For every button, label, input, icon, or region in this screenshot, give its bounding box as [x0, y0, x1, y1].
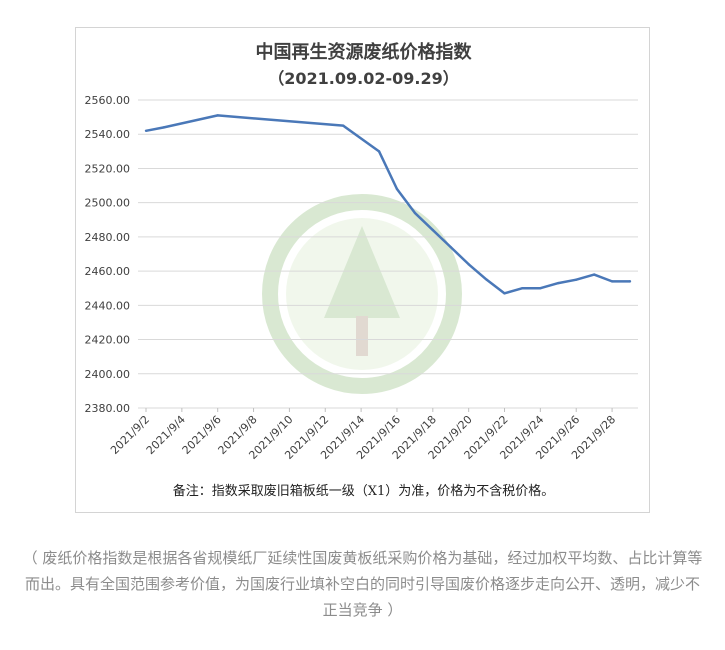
caption-text: （ 废纸价格指数是根据各省规模纸厂延续性国废黄板纸采购价格为基础，经过加权平均数… [22, 549, 703, 619]
data-point [503, 292, 506, 295]
y-tick-label: 2380.00 [85, 402, 131, 415]
series-line [145, 114, 630, 295]
y-tick-label: 2420.00 [85, 334, 131, 347]
data-point [557, 281, 560, 285]
y-tick-label: 2540.00 [85, 128, 131, 141]
data-point [144, 129, 148, 132]
chart-note: 备注：指数采取废旧箱板纸一级（X1）为准，价格为不含税价格。 [172, 484, 555, 499]
data-point [341, 124, 345, 127]
data-point [216, 114, 219, 117]
data-point [449, 245, 452, 249]
data-point [413, 211, 417, 215]
y-tick-label: 2400.00 [85, 368, 131, 381]
y-tick-label: 2480.00 [85, 231, 131, 244]
watermark-logo [262, 194, 462, 394]
data-point [162, 126, 166, 129]
data-point [485, 278, 488, 281]
y-tick-label: 2460.00 [85, 265, 131, 278]
chart-title: 中国再生资源废纸价格指数 [255, 42, 472, 63]
line-chart: 2380.00 2400.00 2420.00 2440.00 2460.00 2480.… [85, 94, 638, 462]
y-tick-label: 2440.00 [85, 299, 131, 312]
data-point [377, 150, 381, 153]
data-point [467, 263, 470, 266]
chart-frame: 中国再生资源废纸价格指数 （2021.09.02-09.29） 2380.00 2… [75, 27, 650, 513]
data-point [592, 273, 596, 276]
data-point [539, 287, 542, 290]
y-tick-label: 2520.00 [85, 162, 131, 175]
data-point [431, 228, 435, 232]
data-point [575, 278, 578, 281]
data-point [521, 287, 524, 290]
y-tick-label: 2500.00 [85, 197, 131, 210]
chart-subtitle: （2021.09.02-09.29） [268, 69, 459, 88]
data-point [610, 280, 614, 283]
y-tick-label: 2560.00 [85, 94, 131, 107]
data-point [628, 280, 632, 283]
data-point [395, 187, 399, 191]
